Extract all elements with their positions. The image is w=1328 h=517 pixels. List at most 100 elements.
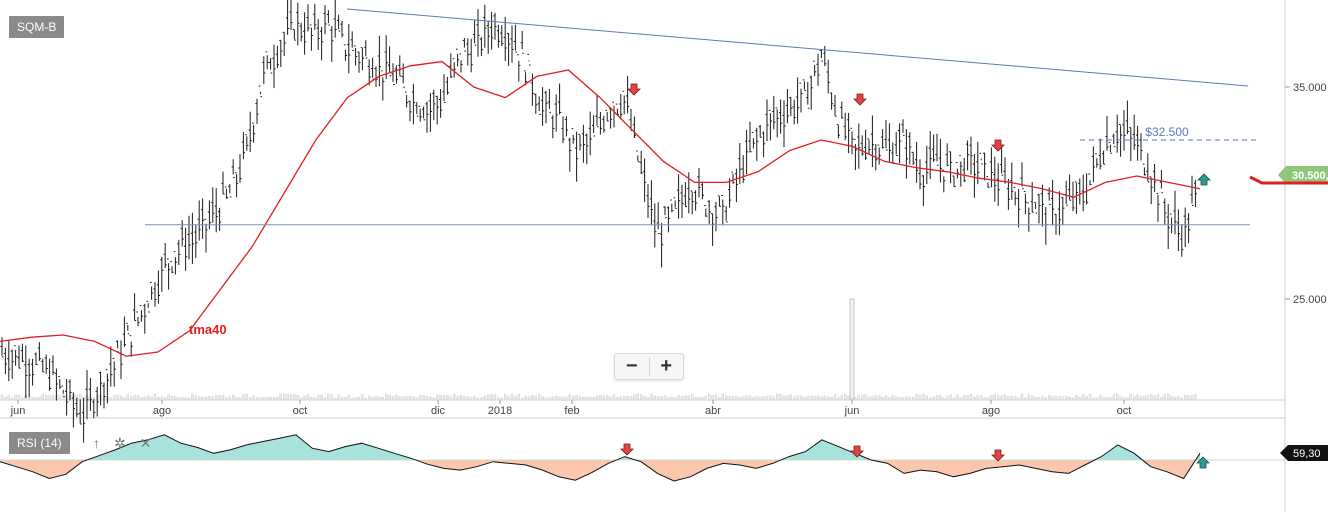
volume-bar (446, 395, 449, 400)
rsi-tools: ↑ ✲ ✕ (93, 432, 151, 454)
volume-bar (344, 397, 347, 400)
volume-bar (283, 393, 286, 400)
volume-bar (214, 395, 218, 400)
volume-spike-bar (849, 298, 855, 400)
volume-bar (218, 395, 221, 400)
arrow-up-icon[interactable]: ↑ (93, 435, 100, 451)
volume-bar (466, 396, 469, 400)
volume-bar (1054, 396, 1058, 400)
volume-bar (568, 394, 571, 400)
volume-bar (810, 395, 813, 400)
zoom-in-button[interactable]: + (660, 355, 673, 377)
volume-bar (555, 395, 558, 400)
rsi-value-tag-text: 59,30 (1293, 448, 1321, 460)
volume-bar (935, 395, 939, 400)
volume-bar (167, 394, 170, 400)
volume-bar (806, 396, 809, 400)
volume-bar (952, 397, 956, 400)
x-tick-label: abr (705, 405, 721, 417)
volume-bar (201, 396, 204, 400)
volume-bar (1183, 395, 1187, 400)
volume-bar (1034, 397, 1037, 400)
volume-bar (395, 394, 398, 400)
volume-bar (14, 394, 17, 400)
volume-bar (1044, 397, 1048, 400)
volume-bar (313, 397, 316, 400)
price-tag-shape (1278, 166, 1328, 184)
volume-bar (524, 396, 527, 400)
volume-bar (286, 393, 289, 400)
volume-bar (742, 396, 745, 400)
volume-bar (990, 395, 993, 400)
volume-bar (823, 395, 826, 400)
zoom-out-button[interactable]: − (625, 355, 638, 377)
volume-bar (667, 397, 670, 400)
volume-bar (548, 397, 551, 400)
volume-bar (565, 396, 568, 400)
volume-bar (1119, 396, 1122, 400)
volume-bar (245, 393, 249, 400)
volume-bar (918, 394, 922, 400)
volume-bar (735, 396, 738, 400)
volume-bar (629, 396, 633, 400)
gear-icon[interactable]: ✲ (114, 434, 126, 451)
volume-bar (663, 395, 667, 400)
rsi-sell-arrow (991, 449, 1005, 462)
volume-bar (510, 394, 514, 400)
volume-bar (1007, 396, 1010, 400)
volume-bar (323, 397, 327, 400)
volume-bar (803, 397, 806, 400)
volume-bar (1098, 394, 1102, 400)
volume-bar (119, 396, 123, 400)
volume-bar (585, 396, 588, 400)
volume-bar (966, 395, 969, 400)
volume-bar (895, 396, 898, 400)
close-icon[interactable]: ✕ (139, 434, 152, 451)
volume-bar (997, 395, 1000, 400)
volume-bar (538, 394, 541, 400)
volume-bar (572, 396, 575, 400)
volume-bar (504, 393, 507, 400)
x-tick-label: 2018 (488, 405, 512, 417)
volume-bar (708, 394, 711, 400)
volume-bar (1024, 397, 1027, 400)
rsi-area-above (0, 434, 1200, 460)
volume-bar (762, 396, 765, 400)
volume-bar (986, 397, 990, 400)
volume-bar (487, 394, 490, 400)
volume-bar (1112, 394, 1116, 400)
volume-bar (697, 397, 701, 400)
volume-bar (269, 397, 272, 400)
zoom-divider (648, 357, 650, 376)
volume-bar (180, 397, 184, 400)
volume-bar (1081, 394, 1085, 400)
x-tick-label: dic (431, 405, 446, 417)
volume-bar (980, 395, 983, 400)
volume-bar (878, 395, 881, 400)
volume-bar (38, 396, 41, 400)
volume-bar (650, 393, 653, 400)
volume-bar (779, 394, 782, 400)
volume-bar (755, 396, 758, 400)
volume-bar (439, 395, 442, 400)
volume-bar (255, 397, 259, 400)
volume-bar (592, 397, 595, 400)
volume-bar (208, 396, 211, 400)
volume-bar (1061, 396, 1065, 400)
volume-bar (385, 394, 388, 400)
volume-bar (340, 397, 344, 400)
volume-bar (881, 397, 884, 400)
x-tick-label: oct (1117, 405, 1132, 417)
volume-bar (905, 396, 908, 400)
price-tag-line (1249, 175, 1328, 185)
volume-bar (711, 394, 714, 400)
symbol-label: SQM-B (9, 16, 65, 38)
volume-bar (184, 397, 187, 400)
y-tick-label: 35.000 (1293, 82, 1327, 94)
volume-bar (10, 397, 14, 400)
rsi-buy-arrow (1196, 456, 1210, 469)
volume-bar (453, 393, 456, 400)
volume-bar (1071, 397, 1075, 400)
